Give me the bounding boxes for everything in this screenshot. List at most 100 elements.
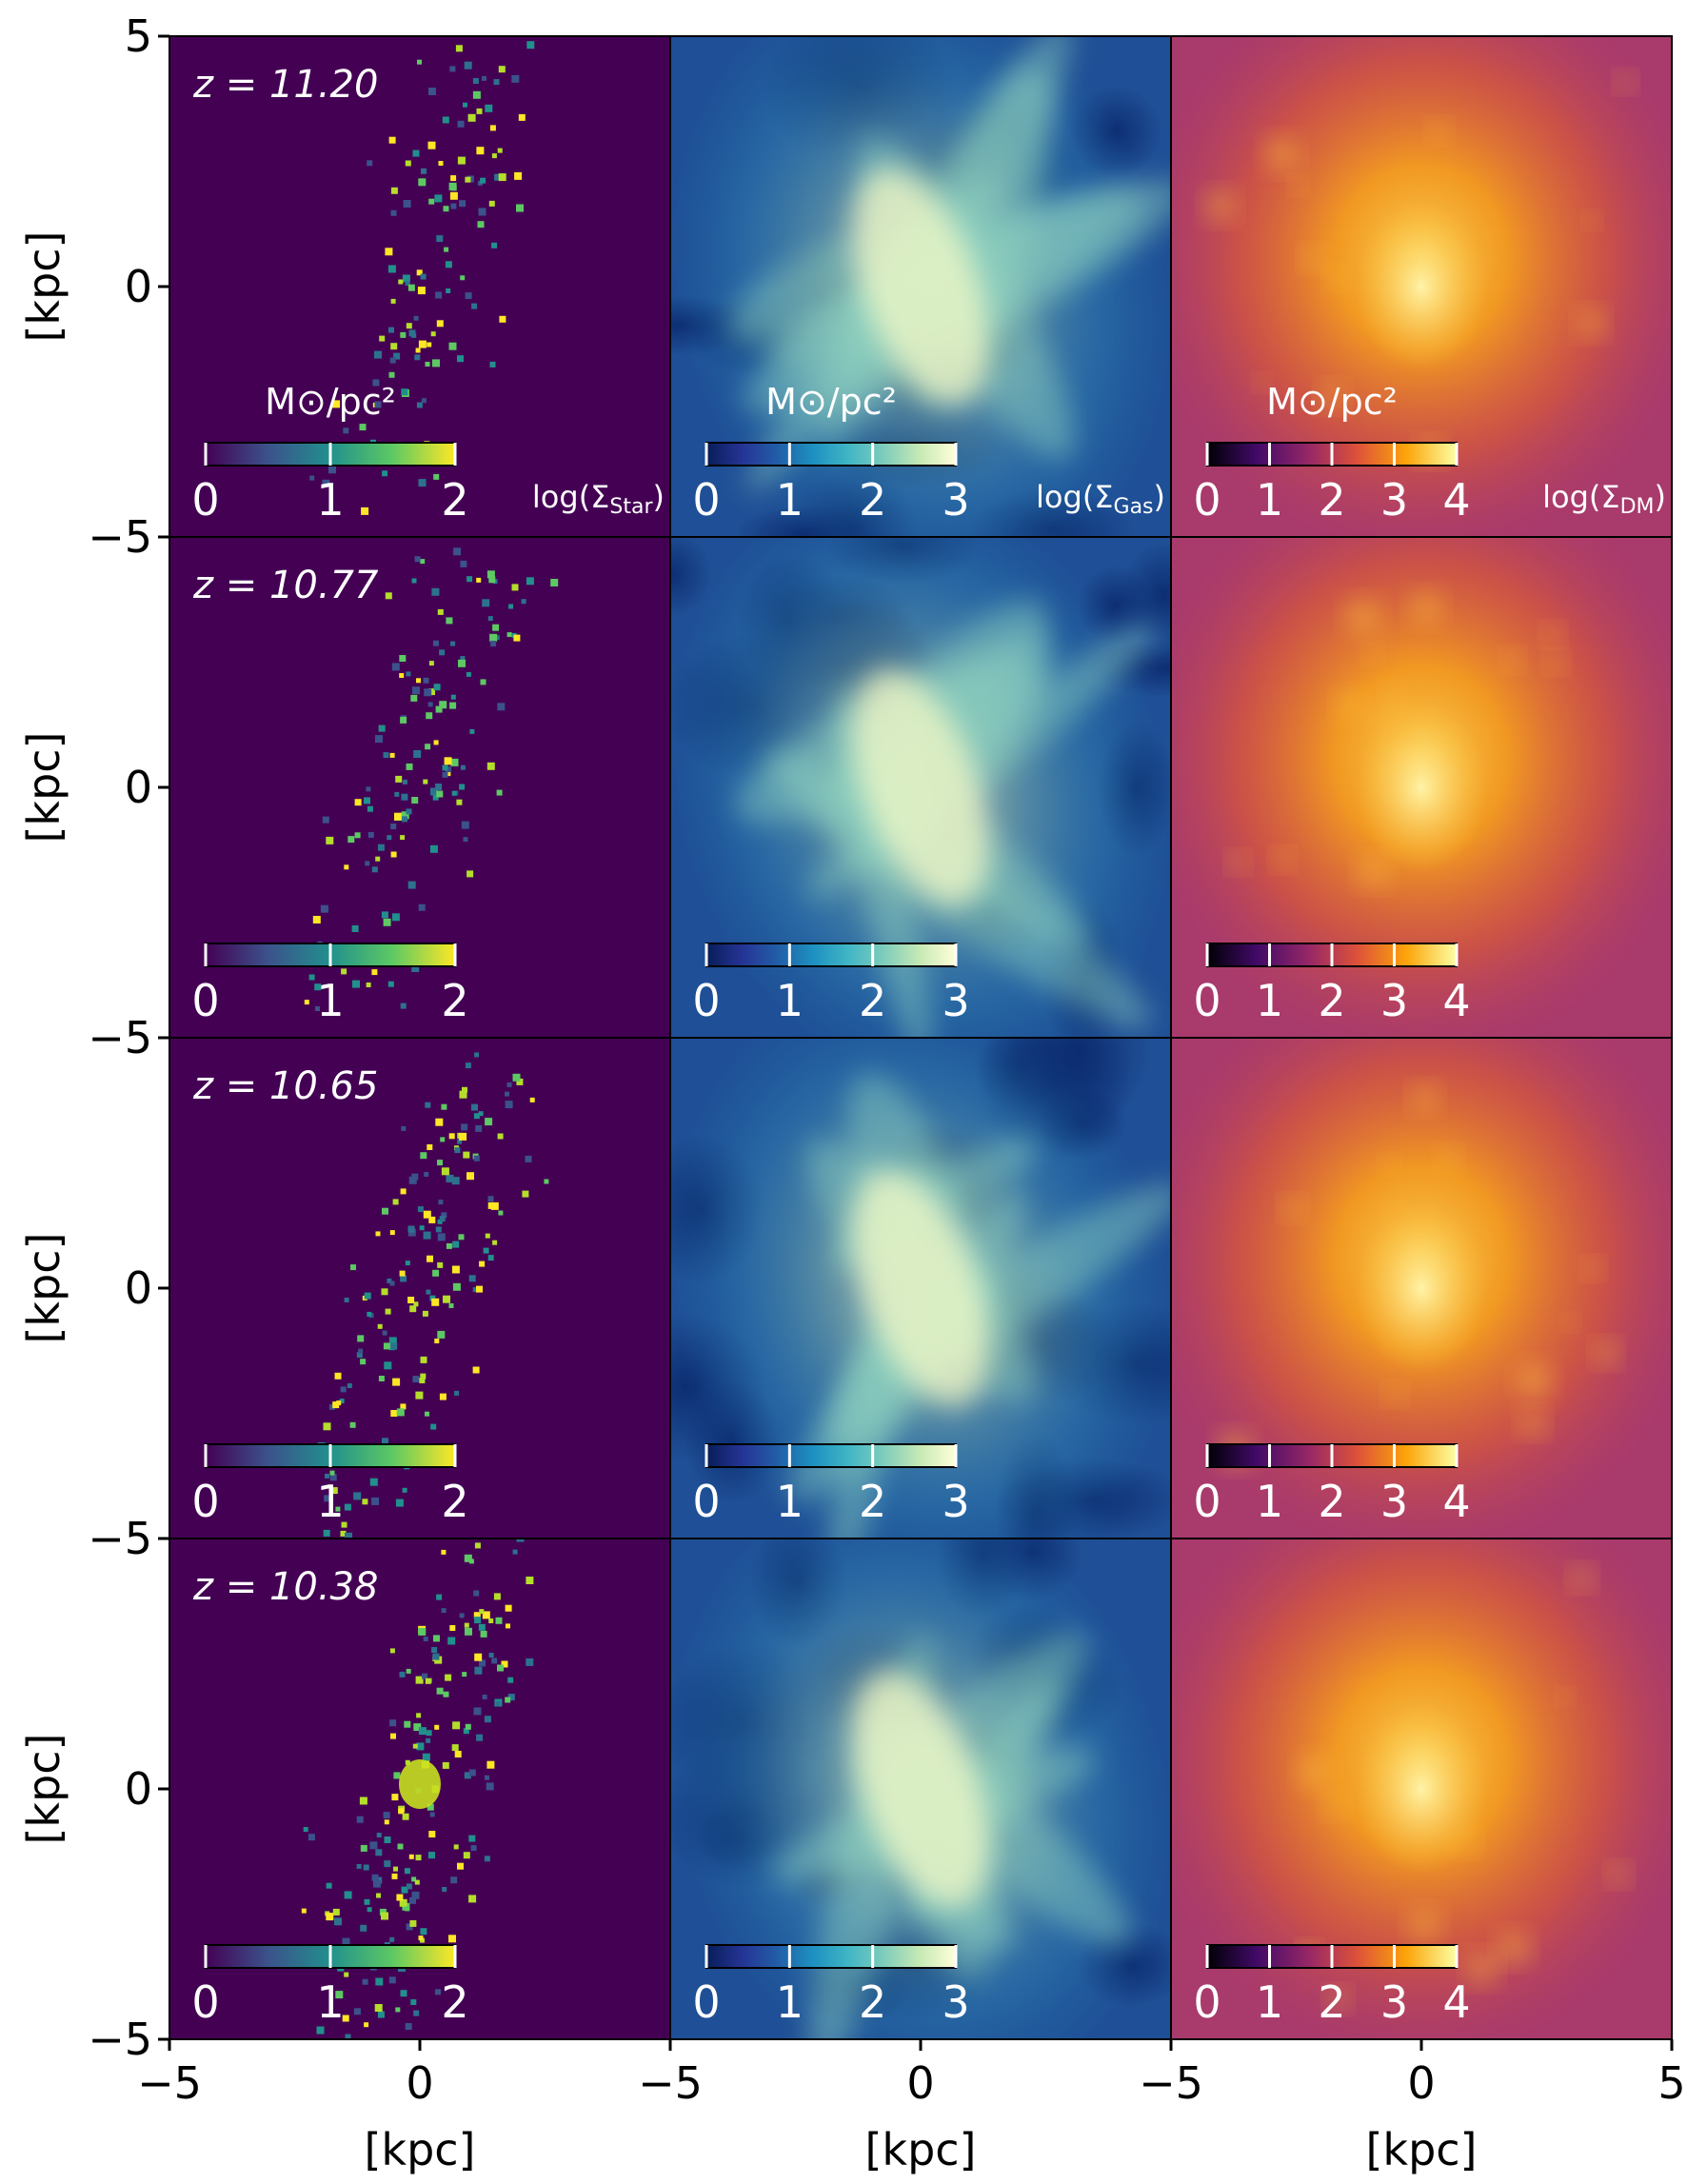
panel-dm-row-1: 0 1 2 3 4 M⊙/pc² log(ΣDM) bbox=[1171, 36, 1672, 537]
star-particle bbox=[394, 812, 402, 821]
dm-subhalo bbox=[1283, 1199, 1302, 1218]
colorbar-tick-label: 2 bbox=[441, 975, 468, 1026]
star-particle bbox=[485, 1775, 489, 1780]
colorbar-tick-label: 0 bbox=[191, 474, 219, 526]
star-particle bbox=[491, 242, 498, 248]
star-particle bbox=[418, 1627, 427, 1636]
star-particle bbox=[375, 1231, 381, 1237]
star-particle bbox=[472, 1287, 478, 1293]
y-tick-label: 0 bbox=[125, 261, 152, 312]
star-particle bbox=[424, 1172, 429, 1177]
redshift-label: z = 11.20 bbox=[192, 63, 378, 107]
dm-subhalo bbox=[1338, 693, 1362, 717]
star-particle bbox=[391, 1873, 398, 1879]
colorbar-tick-label: 2 bbox=[441, 1976, 468, 2028]
star-particle bbox=[468, 1835, 476, 1842]
panel-gas-row-4: 0 1 2 3 bbox=[670, 1539, 1171, 2039]
x-tick-label: 0 bbox=[1407, 2057, 1435, 2109]
colorbar-tick-label: 0 bbox=[692, 1976, 720, 2028]
star-particle bbox=[381, 1288, 388, 1296]
star-particle bbox=[475, 1124, 483, 1132]
star-particle bbox=[450, 1876, 458, 1884]
star-particle bbox=[344, 1891, 352, 1899]
star-particle bbox=[512, 1073, 521, 1082]
star-particle bbox=[402, 1487, 407, 1493]
star-particle bbox=[384, 1837, 391, 1843]
star-particle bbox=[459, 1132, 467, 1141]
star-particle bbox=[399, 1671, 406, 1678]
dm-subhalo bbox=[1384, 684, 1400, 701]
star-particle bbox=[441, 1103, 447, 1110]
dm-subhalo bbox=[1439, 1149, 1459, 1168]
dm-subhalo bbox=[1518, 1365, 1550, 1397]
star-particle bbox=[422, 1310, 428, 1317]
star-particle bbox=[463, 1852, 470, 1859]
star-particle bbox=[375, 735, 383, 744]
star-particle bbox=[464, 61, 472, 69]
star-particle bbox=[478, 208, 486, 216]
redshift-label: z = 10.65 bbox=[192, 1064, 378, 1108]
star-particle bbox=[465, 1062, 471, 1069]
colorbar-tick-label: 0 bbox=[1193, 1976, 1221, 2028]
star-particle bbox=[326, 836, 334, 844]
star-particle bbox=[446, 766, 452, 773]
star-particle bbox=[430, 787, 438, 796]
star-particle bbox=[356, 1816, 364, 1823]
star-particle bbox=[411, 1876, 417, 1882]
star-particle bbox=[402, 779, 407, 784]
star-particle bbox=[451, 1265, 460, 1274]
star-particle bbox=[416, 1713, 422, 1718]
star-particle bbox=[447, 1637, 456, 1645]
star-particle bbox=[470, 1845, 477, 1852]
star-particle bbox=[400, 716, 407, 724]
star-particle bbox=[426, 712, 433, 720]
star-particle bbox=[443, 1691, 449, 1698]
star-particle bbox=[469, 728, 475, 734]
star-particle bbox=[492, 1240, 498, 1245]
dm-subhalo bbox=[1521, 1412, 1544, 1434]
colorbar-tick-label: 4 bbox=[1442, 975, 1470, 1026]
colorbar-tick-label: 2 bbox=[441, 474, 468, 526]
x-tick-label: −5 bbox=[137, 2057, 202, 2109]
x-tick-label: 0 bbox=[906, 2057, 934, 2109]
star-particle bbox=[458, 1234, 465, 1241]
star-particle bbox=[383, 752, 389, 759]
star-particle bbox=[437, 1160, 443, 1166]
star-particle bbox=[375, 856, 381, 862]
redshift-label: z = 10.77 bbox=[192, 564, 379, 607]
star-particle bbox=[454, 1390, 460, 1396]
star-particle bbox=[425, 1678, 431, 1684]
star-particle bbox=[442, 1761, 449, 1769]
star-particle bbox=[375, 1977, 384, 1986]
star-particle bbox=[340, 1386, 347, 1393]
star-particle bbox=[518, 113, 526, 121]
star-particle bbox=[466, 576, 473, 583]
dm-subhalo bbox=[1558, 1691, 1571, 1703]
star-particle bbox=[496, 789, 503, 796]
star-particle bbox=[465, 176, 471, 183]
star-particle bbox=[406, 763, 413, 770]
star-particle bbox=[436, 1594, 443, 1600]
y-axis-label: [kpc] bbox=[18, 731, 69, 843]
star-particle bbox=[451, 1177, 460, 1185]
star-particle bbox=[489, 361, 496, 367]
star-particle bbox=[314, 983, 322, 991]
star-particle bbox=[437, 1261, 444, 1268]
star-particle bbox=[371, 1497, 380, 1505]
y-tick-label: −5 bbox=[88, 1513, 152, 1564]
y-axis-label: [kpc] bbox=[18, 1232, 69, 1343]
star-particle bbox=[392, 1199, 399, 1205]
star-particle bbox=[486, 1782, 494, 1791]
dm-subhalo bbox=[1610, 1866, 1628, 1883]
star-particle bbox=[439, 701, 447, 709]
colorbar-tick-label: 1 bbox=[776, 1976, 804, 2028]
star-particle bbox=[479, 1261, 486, 1267]
star-particle bbox=[400, 1990, 407, 1997]
star-particle bbox=[404, 1868, 410, 1875]
star-particle bbox=[513, 634, 521, 642]
colorbar-tick-label: 1 bbox=[776, 1476, 804, 1527]
star-particle bbox=[428, 1831, 436, 1837]
star-particle bbox=[487, 1196, 494, 1202]
star-particle bbox=[468, 1769, 476, 1777]
